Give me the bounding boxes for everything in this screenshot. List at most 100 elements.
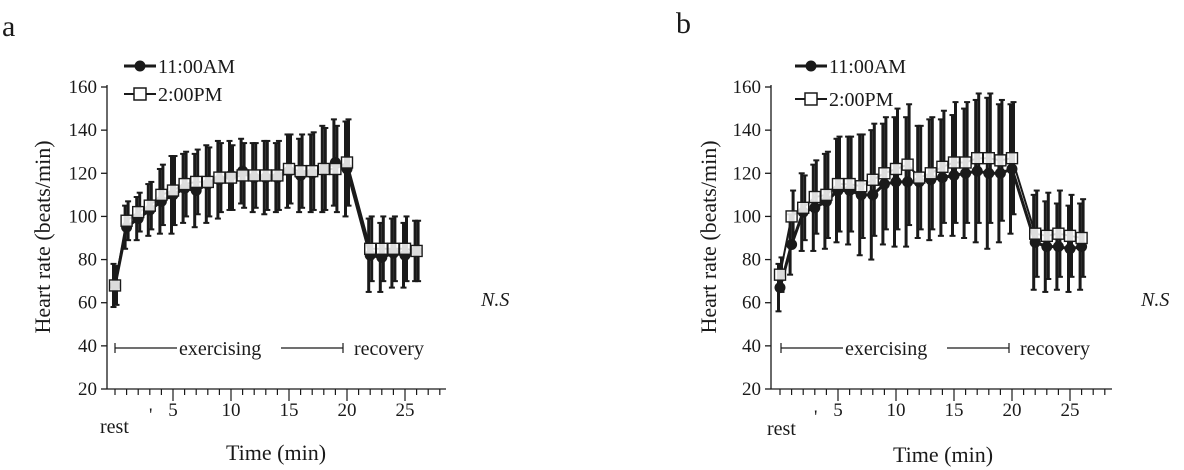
data-point <box>166 184 180 197</box>
data-point <box>317 162 330 176</box>
data-point <box>1028 227 1042 240</box>
legend-label-pm: 2:00PM <box>158 84 223 106</box>
panel-a: a 11:00AM 2:00PM 20 40 60 80 100 120 140 160 5 10… <box>2 10 509 465</box>
series-pm <box>108 118 423 306</box>
series-layer <box>108 118 423 309</box>
x-tick-label: 15 <box>945 400 964 421</box>
data-point <box>773 268 787 281</box>
data-point <box>247 169 261 182</box>
x-tick-label: 25 <box>1061 400 1080 421</box>
x-tick-label: 10 <box>222 400 241 421</box>
data-point <box>1063 229 1077 243</box>
y-axis-title: Heart rate (beats/min) <box>30 140 55 333</box>
data-point <box>1040 229 1054 243</box>
stray-mark: ' <box>814 407 817 428</box>
axes: 20 40 60 80 100 120 140 160 5 10 15 20 25 <box>69 77 446 421</box>
y-tick-label: 160 <box>733 77 762 98</box>
ns-label: N.S <box>480 289 509 311</box>
data-point <box>1075 231 1088 245</box>
data-point <box>831 177 845 191</box>
data-point <box>1005 151 1019 165</box>
y-tick-label: 120 <box>733 163 762 184</box>
series-pm <box>773 92 1088 293</box>
data-point <box>131 205 145 219</box>
x-tick-label: 25 <box>396 400 415 421</box>
y-tick-label: 80 <box>78 250 97 271</box>
data-point <box>398 242 412 255</box>
data-point <box>364 242 377 255</box>
stray-mark: ' <box>149 405 152 426</box>
legend-marker-am <box>134 60 146 72</box>
data-point <box>259 169 272 182</box>
panel-b: b 11:00AM 2:00PM 20 40 60 80 100 120 140 160 5 10… <box>676 7 1169 467</box>
legend-label-am: 11:00AM <box>158 56 235 78</box>
data-point <box>236 169 249 182</box>
data-point <box>913 171 926 184</box>
y-tick-label: 40 <box>742 336 761 357</box>
data-point <box>282 162 296 176</box>
y-tick-label: 60 <box>742 293 761 314</box>
data-point <box>213 171 226 184</box>
data-point <box>959 156 972 169</box>
panel-letter: a <box>2 10 15 43</box>
y-tick-label: 160 <box>69 77 98 98</box>
data-point <box>178 177 191 191</box>
legend: 11:00AM 2:00PM <box>795 56 906 111</box>
data-point <box>306 164 319 178</box>
legend-marker-pm <box>804 92 818 106</box>
data-point <box>340 156 354 169</box>
data-point <box>936 160 949 174</box>
data-point <box>189 175 203 189</box>
phase-annotations: exercising recovery rest ' <box>100 338 424 438</box>
series-layer <box>773 92 1088 313</box>
data-point <box>329 162 342 176</box>
x-tick-label: 20 <box>338 400 357 421</box>
legend: 11:00AM 2:00PM <box>124 56 235 106</box>
rest-label: rest <box>767 418 796 440</box>
rest-label: rest <box>100 416 129 438</box>
y-axis-title: Heart rate (beats/min) <box>696 140 721 333</box>
phase-annotations: exercising recovery rest ' <box>767 338 1090 440</box>
ns-label: N.S <box>1140 289 1169 311</box>
y-tick-label: 100 <box>733 206 762 227</box>
data-point <box>994 154 1007 167</box>
x-tick-label: 10 <box>887 400 906 421</box>
y-tick-label: 120 <box>69 163 98 184</box>
legend-label-am: 11:00AM <box>829 56 906 78</box>
axes: 20 40 60 80 100 120 140 160 5 10 15 20 25 <box>733 77 1112 421</box>
panel-letter: b <box>676 7 691 40</box>
data-point <box>785 210 798 223</box>
data-point <box>155 188 168 202</box>
x-tick-label: 5 <box>168 400 178 421</box>
data-point <box>387 242 400 255</box>
y-tick-label: 40 <box>78 336 97 357</box>
y-tick-label: 20 <box>742 379 761 400</box>
x-axis-title: Time (min) <box>226 440 326 465</box>
data-point <box>971 151 984 165</box>
data-point <box>410 244 423 258</box>
data-point <box>947 156 961 169</box>
y-tick-label: 60 <box>78 293 97 314</box>
exercising-label: exercising <box>845 338 927 360</box>
data-point <box>201 175 215 189</box>
y-tick-label: 140 <box>733 120 762 141</box>
data-point <box>878 167 891 180</box>
data-point <box>924 167 937 180</box>
x-tick-label: 20 <box>1003 400 1022 421</box>
data-point <box>224 171 238 184</box>
legend-label-pm: 2:00PM <box>829 89 894 111</box>
y-tick-label: 80 <box>742 250 761 271</box>
data-point <box>808 190 821 204</box>
x-tick-label: 15 <box>280 400 299 421</box>
legend-marker-pm <box>133 87 147 101</box>
data-point <box>271 169 284 182</box>
y-tick-label: 100 <box>69 206 98 227</box>
y-tick-label: 20 <box>78 379 97 400</box>
x-tick-label: 5 <box>833 400 843 421</box>
data-point <box>120 214 133 227</box>
data-point <box>843 177 856 191</box>
data-point <box>982 151 995 165</box>
data-point <box>294 164 307 178</box>
data-point <box>855 180 868 193</box>
